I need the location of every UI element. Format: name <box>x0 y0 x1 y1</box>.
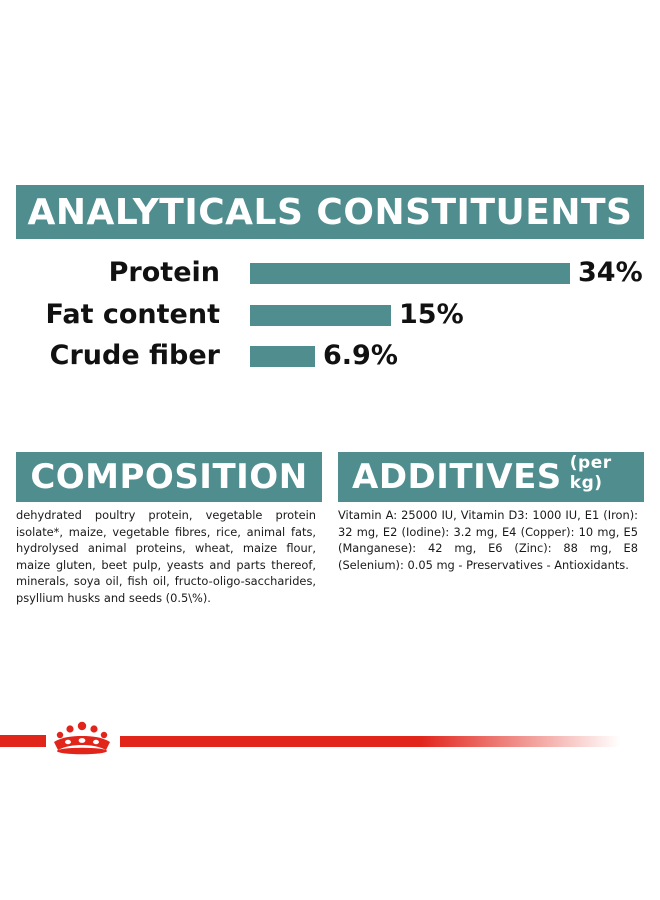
analytics-banner: ANALYTICALS CONSTITUENTS <box>16 185 644 239</box>
protein-bar <box>250 263 570 284</box>
additives-subtitle: (per kg) <box>569 453 612 493</box>
additives-text: Vitamin A: 25000 IU, Vitamin D3: 1000 IU… <box>338 508 638 572</box>
brand-line-right <box>120 736 620 747</box>
fiber-label: Crude fiber <box>49 340 220 371</box>
brand-line-left <box>0 735 46 747</box>
protein-value: 34% <box>578 257 643 288</box>
analytics-title: ANALYTICALS CONSTITUENTS <box>27 191 633 233</box>
protein-row: Protein 34% <box>0 258 660 288</box>
fat-bar <box>250 305 391 326</box>
additives-banner: ADDITIVES (per kg) <box>338 452 644 502</box>
composition-title: COMPOSITION <box>30 457 308 497</box>
composition-text: dehydrated poultry protein, vegetable pr… <box>16 508 316 605</box>
fiber-row: Crude fiber 6.9% <box>0 341 660 371</box>
fat-label: Fat content <box>45 299 220 330</box>
fiber-value: 6.9% <box>323 340 398 371</box>
additives-title: ADDITIVES <box>352 457 562 497</box>
protein-label: Protein <box>108 257 220 288</box>
fiber-bar <box>250 346 315 367</box>
royal-canin-crown-icon <box>54 721 110 755</box>
fat-row: Fat content 15% <box>0 300 660 330</box>
composition-banner: COMPOSITION <box>16 452 322 502</box>
fat-value: 15% <box>399 299 464 330</box>
